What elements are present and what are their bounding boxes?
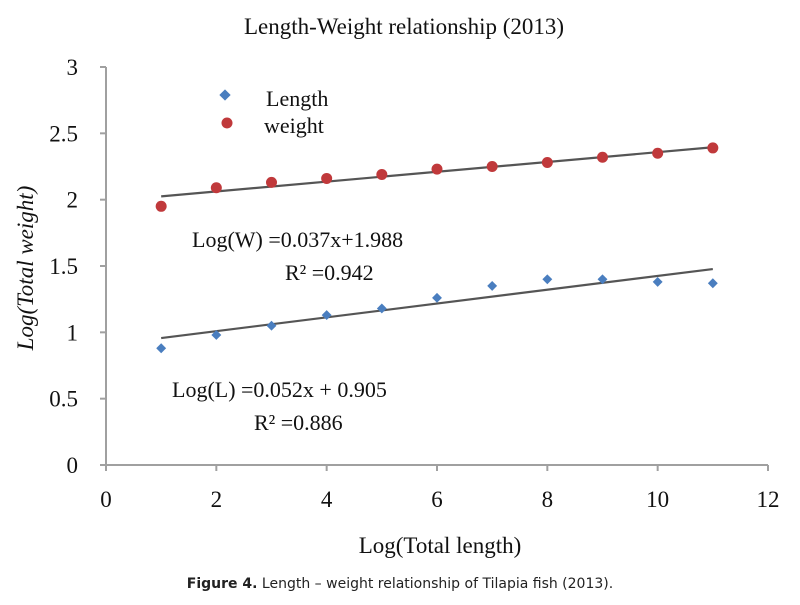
legend-marker-length <box>219 89 231 101</box>
y-tick-label: 2.5 <box>49 121 78 146</box>
caption-label: Figure 4. <box>186 576 258 592</box>
y-tick-label: 3 <box>67 55 79 80</box>
data-point-weight <box>486 161 498 172</box>
data-point-weight <box>541 157 553 169</box>
y-tick-label: 2 <box>67 188 79 213</box>
y-tick-label: 1 <box>67 320 79 345</box>
legend-label-length: Length <box>266 86 328 111</box>
data-point-weight <box>652 147 664 159</box>
data-point-length <box>707 278 718 289</box>
data-point-weight <box>376 168 388 180</box>
caption-text: Length – weight relationship of Tilapia … <box>257 576 614 592</box>
legend-marker-weight <box>221 117 233 129</box>
data-point-weight <box>597 151 608 163</box>
x-tick-label: 12 <box>757 487 780 512</box>
trendline-length <box>161 267 713 340</box>
scatter-chart: Length-Weight relationship (2013) 0 0.5 1 1… <box>13 14 780 558</box>
data-point-length <box>156 343 167 354</box>
data-point-weight <box>155 200 167 212</box>
x-tick-label: 4 <box>321 487 333 512</box>
data-point-length <box>376 303 387 314</box>
data-point-weight <box>210 182 222 194</box>
x-tick-label: 8 <box>542 487 554 512</box>
data-point-length <box>266 320 277 331</box>
data-point-weight <box>707 142 719 154</box>
data-point-length <box>487 280 498 291</box>
length-r2: R² =0.886 <box>254 410 343 435</box>
data-point-length <box>542 274 553 285</box>
data-point-weight <box>266 176 277 188</box>
data-points <box>155 142 719 354</box>
data-point-length <box>432 292 442 303</box>
x-tick-label: 10 <box>646 487 669 512</box>
legend: Length weight <box>219 86 328 138</box>
data-point-weight <box>321 172 333 184</box>
weight-r2: R² =0.942 <box>285 260 374 285</box>
length-equation: Log(L) =0.052x + 0.905 <box>172 377 387 402</box>
x-tick-label: 2 <box>211 487 223 512</box>
data-point-weight <box>431 163 443 175</box>
data-point-length <box>321 310 332 321</box>
data-point-length <box>597 274 608 285</box>
legend-label-weight: weight <box>264 113 324 138</box>
y-tick-label: 1.5 <box>49 254 78 279</box>
y-tick-label: 0 <box>67 453 79 478</box>
y-axis-label: Log(Total weight) <box>13 186 38 352</box>
y-tick-label: 0.5 <box>49 387 78 412</box>
axes: 0 0.5 1 1.5 2 2.5 3 0 2 4 6 8 10 12 <box>49 55 779 512</box>
figure-caption: Figure 4. Length – weight relationship o… <box>0 576 800 592</box>
x-axis-label: Log(Total length) <box>359 533 522 558</box>
data-point-length <box>211 330 222 340</box>
x-tick-label: 6 <box>431 487 443 512</box>
weight-equation: Log(W) =0.037x+1.988 <box>192 227 403 252</box>
data-point-length <box>652 276 663 287</box>
x-tick-label: 0 <box>100 487 112 512</box>
chart-title: Length-Weight relationship (2013) <box>244 14 564 39</box>
